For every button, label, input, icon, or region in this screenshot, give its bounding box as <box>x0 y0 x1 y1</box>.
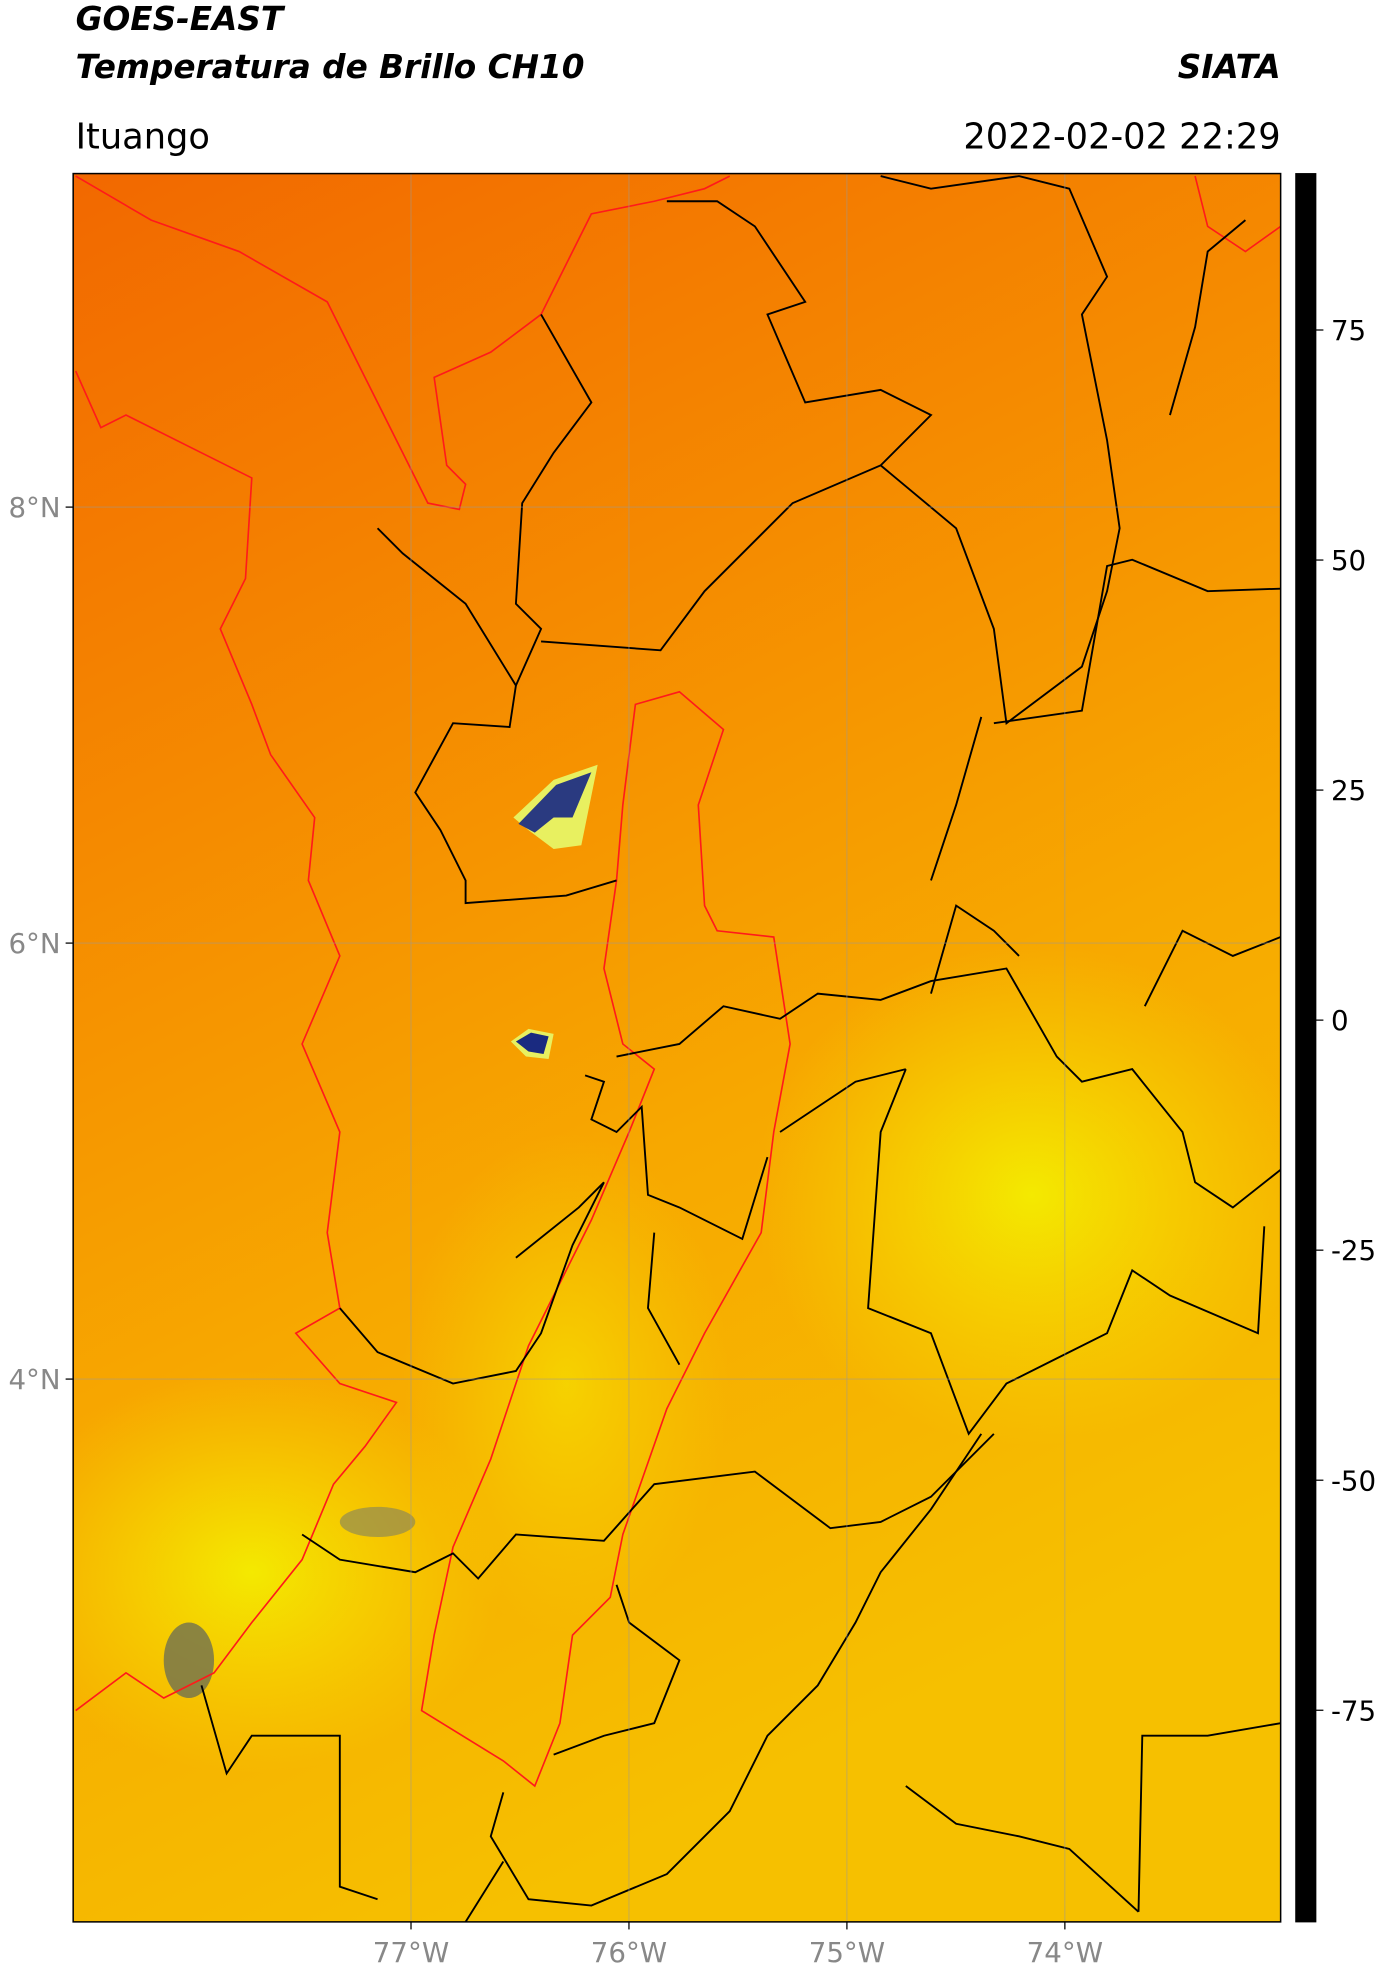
y-tick-label: 4°N <box>8 1363 60 1396</box>
colorbar-tick-label: 0 <box>1331 1004 1349 1037</box>
warm-region <box>754 943 1281 1447</box>
cold-cloud <box>515 1032 549 1055</box>
subtitle: Temperatura de Brillo CH10 <box>76 48 585 86</box>
map-frame <box>72 172 1282 1923</box>
colorbar-tick-label: 50 <box>1331 544 1366 577</box>
source: SIATA <box>1178 48 1281 86</box>
colorbar-tick-label: 75 <box>1331 314 1366 347</box>
x-tick-label: 74°W <box>1027 1936 1103 1969</box>
x-tick-label: 77°W <box>373 1936 449 1969</box>
y-tick-label: 6°N <box>8 927 60 960</box>
x-tick-label: 75°W <box>809 1936 885 1969</box>
colorbar-tick-label: -25 <box>1331 1234 1376 1267</box>
cold-cloud <box>518 772 592 833</box>
colorbar-tick-label: -75 <box>1331 1694 1376 1727</box>
title: GOES-EAST <box>76 0 286 38</box>
y-tick-label: 8°N <box>8 491 60 524</box>
colorbar: 75 50 25 0 -25 -50 -75 <box>1295 173 1376 1923</box>
x-tick-label: 76°W <box>591 1936 667 1969</box>
colorbar-fill <box>1295 173 1317 1923</box>
grid <box>73 173 1281 1922</box>
location: Ituango <box>76 116 210 157</box>
coastline <box>74 175 1281 1788</box>
colorbar-tick-label: 25 <box>1331 774 1366 807</box>
datetime: 2022-02-02 22:29 <box>963 116 1280 157</box>
boundaries <box>200 175 1281 1922</box>
cold-patch <box>163 1622 215 1698</box>
cold-patch <box>339 1506 416 1538</box>
axis-ticks: 77°W 76°W 75°W 74°W 8°N 6°N 4°N <box>8 491 1103 1969</box>
warm-region <box>402 1132 730 1636</box>
map-area <box>73 173 1281 1922</box>
colorbar-tick-label: -50 <box>1331 1464 1376 1497</box>
